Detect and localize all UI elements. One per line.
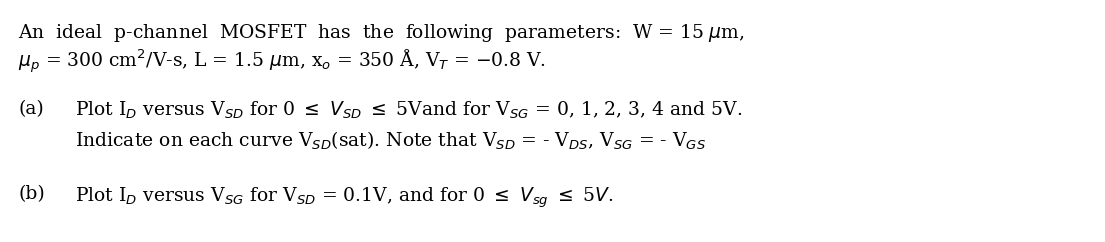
Text: (b): (b)	[18, 185, 44, 203]
Text: $\mu_p$ = 300 cm$^2$/V-s, L = 1.5 $\mu$m, x$_o$ = 350 Å, V$_T$ = −0.8 V.: $\mu_p$ = 300 cm$^2$/V-s, L = 1.5 $\mu$m…	[18, 48, 546, 76]
Text: (a): (a)	[18, 100, 44, 118]
Text: Indicate on each curve V$_{SD}$(sat). Note that V$_{SD}$ = - V$_{DS}$, V$_{SG}$ : Indicate on each curve V$_{SD}$(sat). No…	[75, 130, 706, 152]
Text: Plot I$_D$ versus V$_{SG}$ for V$_{SD}$ = 0.1V, and for 0 $\leq$ $V_{sg}$ $\leq$: Plot I$_D$ versus V$_{SG}$ for V$_{SD}$ …	[75, 185, 613, 210]
Text: Plot I$_D$ versus V$_{SD}$ for 0 $\leq$ $V_{SD}$ $\leq$ 5Vand for V$_{SG}$ = 0, : Plot I$_D$ versus V$_{SD}$ for 0 $\leq$ …	[75, 100, 743, 121]
Text: An  ideal  p-channel  MOSFET  has  the  following  parameters:  W = 15 $\mu$m,: An ideal p-channel MOSFET has the follow…	[18, 22, 745, 44]
